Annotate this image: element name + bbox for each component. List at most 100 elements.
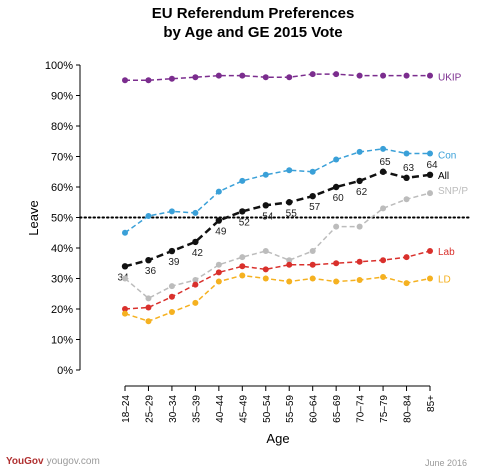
y-tick-label: 0% [57,365,73,377]
data-point [380,72,387,79]
publication-date: June 2016 [425,458,468,468]
data-point [121,263,129,270]
series-line [124,192,431,300]
series-lab [122,248,433,312]
data-label: 36 [145,266,157,277]
data-point [427,248,433,255]
data-point [309,261,316,268]
data-point [215,72,222,79]
y-tick-label: 50% [51,213,73,225]
data-point [309,168,316,175]
legend-group: UKIP Con All SNP/P Lab LD [438,73,468,286]
data-point [192,209,199,216]
x-tick-label: 30–34 [168,395,179,423]
data-point [286,74,293,81]
data-point [168,75,175,82]
data-point [262,171,269,178]
data-point [215,261,222,268]
x-tick-label: 18–24 [121,395,132,423]
legend-label-ld: LD [438,275,451,286]
data-point [168,309,175,316]
data-point [168,293,175,300]
data-point [239,263,246,270]
data-label: 39 [168,257,180,268]
data-point [332,183,340,191]
site-url: yougov.com [46,456,100,467]
data-point [403,174,410,182]
data-point [427,150,433,157]
data-point [168,247,176,255]
data-label: 65 [380,157,392,168]
data-point [356,223,363,230]
data-point [286,257,293,264]
y-tick-label: 100% [45,60,73,72]
data-point [309,248,316,255]
data-label: 49 [215,227,227,238]
series-con [122,145,433,236]
data-point [145,295,152,302]
data-point [380,273,387,280]
data-point [168,283,175,290]
x-tick-label: 75–79 [379,395,390,423]
x-tick-label: 80–84 [403,395,414,423]
data-point [403,72,410,79]
data-label: 52 [239,217,251,228]
data-point [239,208,246,215]
data-point [427,72,433,79]
data-point [122,310,128,317]
y-tick-label: 90% [51,91,73,103]
series-all: 3436394249525455576062656364 [117,157,438,284]
data-point [380,145,387,152]
series-line [124,148,430,234]
data-point [168,208,175,215]
legend-label-ukip: UKIP [438,73,462,84]
data-point [403,254,410,261]
y-tick-label: 30% [51,274,73,286]
data-point [145,318,152,325]
data-point [403,150,410,157]
x-tick-label: 50–54 [262,395,273,423]
data-point [262,202,269,209]
data-point [333,223,340,230]
data-point [122,306,128,312]
data-point [145,77,152,84]
series-line [124,170,431,268]
x-axis-label: Age [266,431,289,446]
data-point [356,277,363,284]
y-tick-label: 80% [51,121,73,133]
series-ld [122,272,433,325]
series-line [125,73,430,81]
data-point [380,257,387,264]
data-point [192,74,199,81]
brand-name: YouGov [6,456,44,467]
chart-title-line-2: by Age and GE 2015 Vote [163,24,342,41]
data-point [333,156,340,163]
yougov-logo: YouGov yougov.com [6,456,100,467]
data-point [122,77,128,84]
legend-label-con: Con [438,150,456,161]
data-label: 55 [286,208,298,219]
series-snp-p [122,190,433,302]
data-point [356,177,363,185]
data-label: 60 [333,193,345,204]
data-point [333,278,340,285]
data-point [122,275,128,282]
series-ukip [122,71,433,84]
data-point [122,229,128,236]
data-point [192,238,199,246]
data-label: 63 [403,163,415,174]
x-tick-label: 25–29 [144,395,155,423]
data-label: 54 [262,211,274,222]
chart-title-line-1: EU Referendum Preferences [152,5,355,22]
data-point [262,266,269,273]
data-point [403,196,410,203]
data-point [309,192,316,200]
series-line [124,250,431,310]
y-tick-label: 40% [51,243,73,255]
data-point [286,278,293,285]
data-point [286,261,293,268]
data-point [145,257,152,264]
series-line [124,274,431,322]
data-point [192,281,199,288]
